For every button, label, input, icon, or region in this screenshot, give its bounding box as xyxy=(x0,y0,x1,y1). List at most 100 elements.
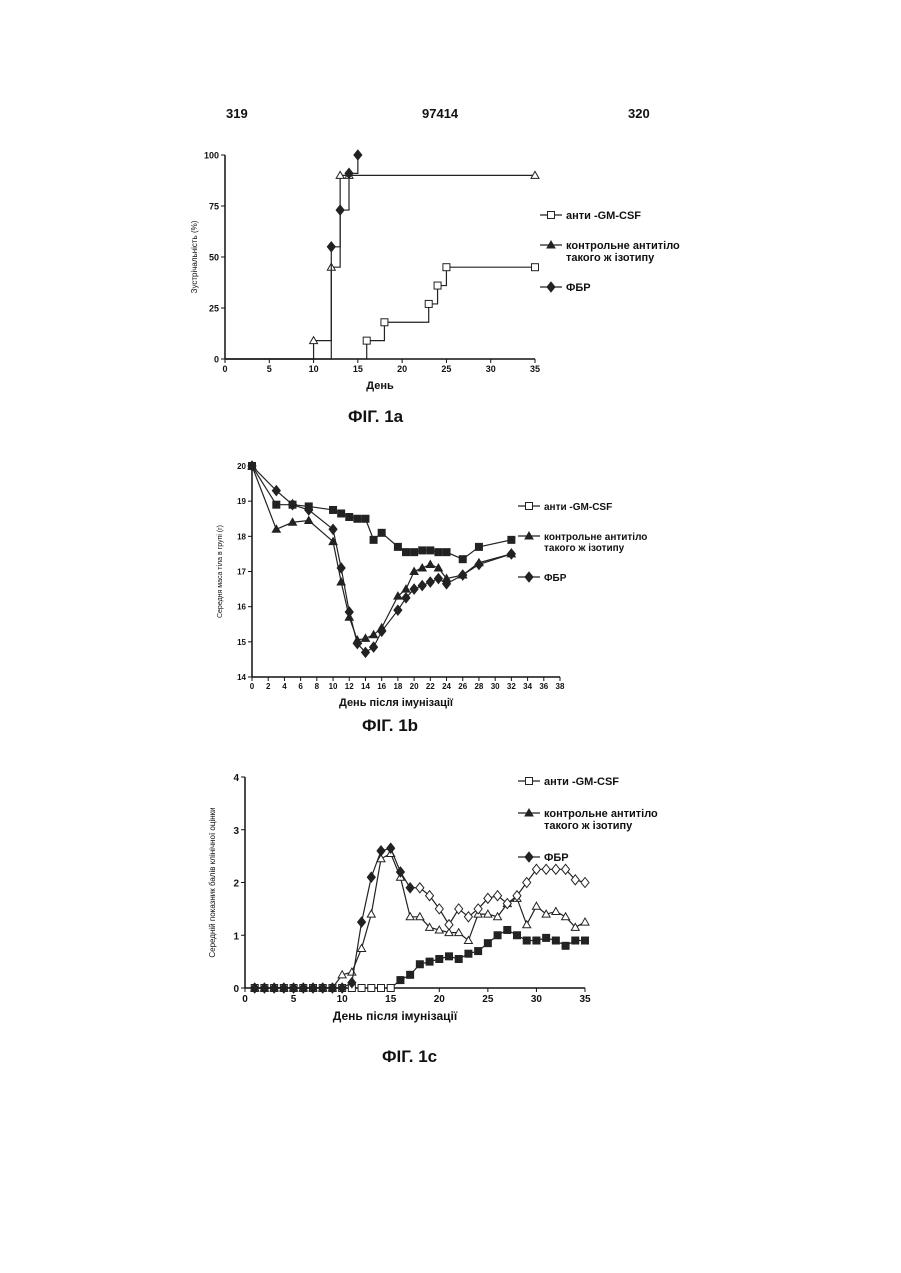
fig1c-point-square xyxy=(368,985,375,992)
fig1a-y-tick-label: 0 xyxy=(214,355,219,365)
fig1c-point-triangle xyxy=(523,921,531,928)
fig1c-legend-marker-square xyxy=(526,778,533,785)
fig1a-y-tick-label: 25 xyxy=(209,304,219,314)
left-page-number: 319 xyxy=(226,106,248,121)
fig1a-x-axis-label: День xyxy=(366,380,394,392)
fig1c-point-square xyxy=(387,985,394,992)
fig1b-point-triangle xyxy=(426,560,434,567)
fig1a-legend-marker-square xyxy=(548,212,555,219)
fig1c-legend-label: анти -GM-CSF xyxy=(544,776,619,788)
fig1a-point-square xyxy=(434,282,441,289)
fig1c-point-square xyxy=(572,937,579,944)
fig1b-point-diamond xyxy=(426,577,434,587)
fig1b-point-square xyxy=(475,543,482,550)
fig1a-x-tick-label: 15 xyxy=(353,364,363,374)
fig1b-x-tick-label: 6 xyxy=(298,682,303,691)
fig1a-series-diamond xyxy=(225,150,362,359)
fig1b-point-triangle xyxy=(402,585,410,592)
fig1c-point-triangle xyxy=(367,910,375,917)
fig1b-x-tick-label: 34 xyxy=(523,682,532,691)
fig1a-line-square xyxy=(225,267,535,359)
fig1c-point-square xyxy=(484,940,491,947)
fig1c-legend-label: такого ж ізотипу xyxy=(544,820,633,832)
fig1b-x-tick-label: 10 xyxy=(329,682,338,691)
fig1c-x-tick-label: 35 xyxy=(579,994,591,1005)
fig1a-x-tick-label: 0 xyxy=(222,364,227,374)
fig1b-x-tick-label: 12 xyxy=(345,682,354,691)
fig1c-point-square xyxy=(407,971,414,978)
fig1a-x-tick-label: 20 xyxy=(397,364,407,374)
figure-1b: 0246810121416182022242628303234363814151… xyxy=(200,455,670,720)
fig1c-y-tick-label: 4 xyxy=(233,773,239,784)
fig1a-point-diamond xyxy=(354,150,362,160)
fig1c-point-square xyxy=(465,950,472,957)
fig1b-legend-label: анти -GM-CSF xyxy=(544,502,612,513)
fig1b-point-square xyxy=(459,556,466,563)
fig1b-x-tick-label: 24 xyxy=(442,682,451,691)
figure-1a-caption: ФІГ. 1а xyxy=(348,407,403,427)
fig1b-point-square xyxy=(346,513,353,520)
fig1b-point-triangle xyxy=(361,634,369,641)
fig1c-series-square xyxy=(251,926,588,991)
fig1c-y-axis-label: Середній показник балів клінічної оцінки xyxy=(208,807,217,957)
fig1b-point-square xyxy=(411,549,418,556)
fig1c-point-square xyxy=(562,942,569,949)
fig1b-line-square xyxy=(252,466,511,559)
fig1c-point-square xyxy=(475,948,482,955)
fig1b-point-square xyxy=(435,549,442,556)
fig1b-legend-marker-square xyxy=(526,503,533,510)
fig1b-point-square xyxy=(338,510,345,517)
fig1c-point-square xyxy=(582,937,589,944)
fig1a-legend-label: контрольне антитіло xyxy=(566,240,680,252)
fig1c-x-tick-label: 25 xyxy=(482,994,494,1005)
fig1c-x-tick-label: 10 xyxy=(337,994,349,1005)
fig1c-point-triangle xyxy=(532,902,540,909)
fig1b-legend-label: ФБР xyxy=(544,573,567,584)
fig1a-point-diamond xyxy=(336,205,344,215)
fig1a-point-square xyxy=(532,264,539,271)
fig1b-point-diamond xyxy=(370,642,378,652)
figure-1a: 051015202530350255075100ДеньЗустрічальні… xyxy=(180,135,710,435)
fig1b-point-triangle xyxy=(434,564,442,571)
fig1a-y-axis-label: Зустрічальність (%) xyxy=(190,220,199,293)
fig1b-x-tick-label: 18 xyxy=(393,682,402,691)
fig1a-x-tick-label: 35 xyxy=(530,364,540,374)
fig1a-y-tick-label: 50 xyxy=(209,253,219,263)
fig1a-x-tick-label: 25 xyxy=(441,364,451,374)
fig1b-line-triangle xyxy=(252,466,511,640)
fig1b-series-square xyxy=(249,463,515,563)
figure-1c: 0510152025303501234День після імунізації… xyxy=(200,765,680,1045)
fig1c-legend-label: контрольне антитіло xyxy=(544,808,658,820)
fig1b-legend-marker-diamond xyxy=(525,572,533,582)
fig1b-point-square xyxy=(378,529,385,536)
fig1c-point-square xyxy=(358,985,365,992)
fig1a-series-triangle xyxy=(225,171,539,359)
fig1a-x-tick-label: 10 xyxy=(309,364,319,374)
fig1c-point-square xyxy=(514,932,521,939)
fig1c-point-triangle xyxy=(562,913,570,920)
fig1b-x-tick-label: 16 xyxy=(377,682,386,691)
fig1c-x-tick-label: 0 xyxy=(242,994,248,1005)
fig1c-point-diamond xyxy=(377,846,385,856)
fig1c-y-tick-label: 0 xyxy=(233,984,239,995)
fig1b-x-tick-label: 38 xyxy=(556,682,565,691)
fig1a-legend-label: анти -GM-CSF xyxy=(566,210,641,222)
fig1b-x-tick-label: 30 xyxy=(491,682,500,691)
fig1c-point-triangle xyxy=(348,968,356,975)
fig1c-y-tick-label: 3 xyxy=(233,826,239,837)
fig1a-point-square xyxy=(363,337,370,344)
fig1b-point-triangle xyxy=(410,568,418,575)
fig1b-point-diamond xyxy=(507,549,515,559)
fig1b-x-tick-label: 20 xyxy=(410,682,419,691)
fig1c-x-tick-label: 20 xyxy=(434,994,446,1005)
fig1b-y-tick-label: 16 xyxy=(237,603,246,612)
chart-fig1c: 0510152025303501234День після імунізації… xyxy=(200,765,680,1045)
patent-number: 97414 xyxy=(422,106,458,121)
fig1b-point-diamond xyxy=(337,563,345,573)
fig1b-point-square xyxy=(330,506,337,513)
fig1a-point-square xyxy=(425,300,432,307)
fig1c-point-diamond xyxy=(494,891,502,901)
fig1b-x-tick-label: 2 xyxy=(266,682,271,691)
fig1a-x-tick-label: 5 xyxy=(267,364,272,374)
fig1b-point-square xyxy=(443,549,450,556)
